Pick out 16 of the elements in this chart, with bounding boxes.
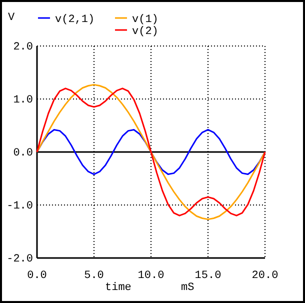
x-axis-title: time <box>105 282 132 294</box>
y-tick-label: 1.0 <box>13 94 33 107</box>
text: mS <box>181 282 195 294</box>
y-tick-label: 2.0 <box>13 42 33 54</box>
legend-label: v(2) <box>132 26 158 38</box>
x-tick-label: 15.0 <box>194 270 222 282</box>
y-tick-label: 0.0 <box>13 148 33 160</box>
x-tick-label: 10.0 <box>138 270 164 282</box>
legend-label: v(2,1) <box>55 14 95 26</box>
x-tick-label: 0.0 <box>27 270 47 282</box>
y-axis-title: V <box>8 12 15 24</box>
x-tick-label: 20.0 <box>252 270 278 282</box>
x-tick-label: 5.0 <box>84 270 104 282</box>
legend-label: v(1) <box>132 14 158 26</box>
y-tick-label: -1.0 <box>6 200 33 213</box>
y-tick-label: -2.0 <box>6 254 33 266</box>
